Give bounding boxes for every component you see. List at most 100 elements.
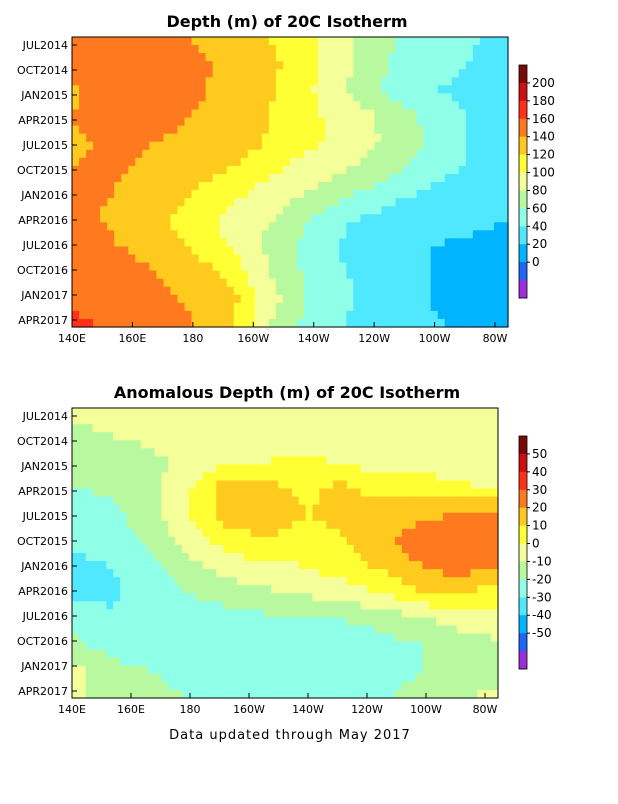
heatmap-cell bbox=[191, 173, 200, 183]
heatmap-cell bbox=[120, 520, 128, 530]
heatmap-cell bbox=[311, 318, 319, 328]
heatmap-cell bbox=[181, 689, 190, 699]
heatmap-cell bbox=[290, 77, 298, 86]
heatmap-cell bbox=[298, 577, 307, 586]
heatmap-cell bbox=[491, 633, 499, 643]
heatmap-cell bbox=[422, 520, 430, 530]
heatmap-cell bbox=[188, 544, 197, 554]
heatmap-cell bbox=[429, 673, 437, 683]
heatmap-cell bbox=[113, 553, 121, 562]
heatmap-cell bbox=[100, 141, 108, 151]
heatmap-cell bbox=[381, 101, 390, 111]
heatmap-cell bbox=[332, 222, 340, 231]
heatmap-cell bbox=[463, 617, 472, 627]
heatmap-cell bbox=[149, 206, 157, 215]
heatmap-cell bbox=[250, 464, 259, 474]
heatmap-cell bbox=[198, 45, 207, 54]
heatmap-cell bbox=[422, 424, 430, 433]
heatmap-cell bbox=[360, 85, 368, 94]
heatmap-cell bbox=[346, 133, 354, 143]
heatmap-cell bbox=[99, 601, 107, 610]
heatmap-cell bbox=[107, 53, 115, 62]
heatmap-cell bbox=[247, 182, 256, 191]
heatmap-cell bbox=[443, 488, 451, 498]
heatmap-cell bbox=[449, 424, 458, 433]
heatmap-cell bbox=[305, 689, 314, 699]
heatmap-cell bbox=[451, 173, 460, 183]
heatmap-cell bbox=[114, 61, 122, 70]
heatmap-cell bbox=[290, 198, 298, 207]
heatmap-cell bbox=[333, 544, 341, 554]
heatmap-cell bbox=[486, 294, 495, 304]
heatmap-cell bbox=[78, 681, 87, 691]
heatmap-cell bbox=[465, 69, 474, 78]
heatmap-cell bbox=[381, 512, 389, 522]
heatmap-cell bbox=[402, 278, 411, 288]
heatmap-cell bbox=[353, 609, 362, 619]
heatmap-cell bbox=[78, 617, 87, 627]
heatmap-cell bbox=[113, 633, 121, 643]
heatmap-cell bbox=[360, 278, 368, 288]
heatmap-cell bbox=[472, 141, 481, 151]
heatmap-cell bbox=[451, 182, 460, 191]
heatmap-cell bbox=[479, 246, 488, 256]
heatmap-cell bbox=[458, 61, 467, 70]
heatmap-cell bbox=[250, 480, 259, 490]
heatmap-cell bbox=[106, 625, 114, 635]
colorbar-swatch bbox=[519, 561, 527, 580]
heatmap-cell bbox=[219, 270, 228, 280]
heatmap-cell bbox=[360, 206, 368, 215]
heatmap-cell bbox=[163, 270, 172, 280]
heatmap-cell bbox=[92, 448, 101, 457]
heatmap-cell bbox=[429, 504, 437, 514]
heatmap-cell bbox=[106, 472, 114, 482]
heatmap-cell bbox=[161, 408, 169, 417]
heatmap-cell bbox=[479, 270, 488, 280]
heatmap-cell bbox=[388, 254, 397, 264]
heatmap-cell bbox=[216, 496, 224, 506]
heatmap-cell bbox=[285, 665, 293, 675]
heatmap-cell bbox=[298, 520, 307, 530]
heatmap-cell bbox=[353, 294, 361, 304]
heatmap-cell bbox=[304, 270, 312, 280]
heatmap-cell bbox=[285, 544, 293, 554]
heatmap-cell bbox=[456, 689, 465, 699]
heatmap-cell bbox=[243, 689, 252, 699]
heatmap-cell bbox=[401, 536, 410, 546]
heatmap-cell bbox=[257, 464, 265, 474]
heatmap-cell bbox=[156, 117, 165, 127]
heatmap-cell bbox=[128, 93, 136, 103]
heatmap-cell bbox=[230, 544, 238, 554]
heatmap-cell bbox=[297, 182, 305, 191]
heatmap-cell bbox=[223, 472, 231, 482]
heatmap-cell bbox=[142, 85, 150, 94]
heatmap-cell bbox=[243, 625, 252, 635]
heatmap-cell bbox=[230, 480, 238, 490]
heatmap-cell bbox=[147, 536, 156, 546]
heatmap-cell bbox=[72, 125, 80, 135]
heatmap-cell bbox=[456, 528, 465, 538]
heatmap-cell bbox=[394, 665, 403, 675]
heatmap-cell bbox=[444, 133, 453, 143]
heatmap-cell bbox=[367, 302, 375, 312]
heatmap-cell bbox=[333, 528, 341, 538]
heatmap-cell bbox=[170, 262, 179, 272]
heatmap-cell bbox=[72, 85, 80, 94]
heatmap-cell bbox=[254, 310, 263, 320]
heatmap-cell bbox=[271, 504, 279, 514]
heatmap-cell bbox=[191, 254, 200, 264]
heatmap-cell bbox=[339, 456, 348, 465]
heatmap-cell bbox=[247, 165, 256, 175]
heatmap-cell bbox=[147, 553, 156, 562]
heatmap-cell bbox=[388, 165, 397, 175]
heatmap-cell bbox=[191, 77, 200, 86]
heatmap-cell bbox=[243, 641, 252, 651]
heatmap-cell bbox=[333, 488, 341, 498]
heatmap-cell bbox=[184, 69, 193, 78]
heatmap-cell bbox=[250, 488, 259, 498]
heatmap-cell bbox=[163, 190, 172, 199]
heatmap-cell bbox=[121, 310, 129, 320]
heatmap-cell bbox=[254, 270, 263, 280]
heatmap-cell bbox=[100, 77, 108, 86]
heatmap-cell bbox=[484, 488, 492, 498]
